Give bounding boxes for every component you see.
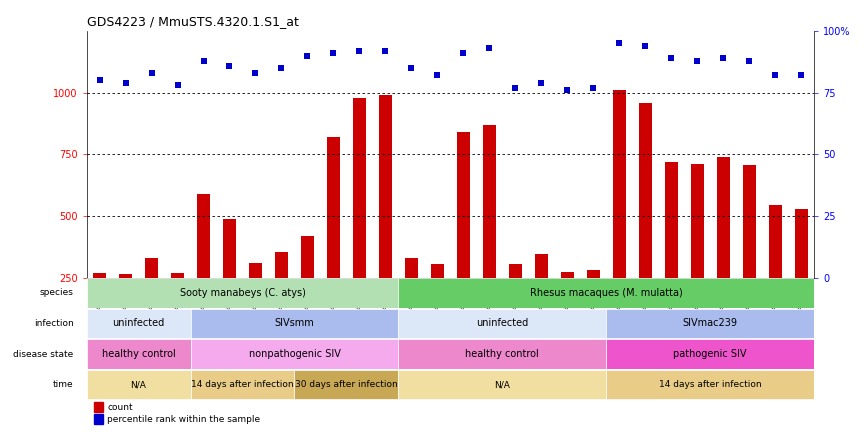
Text: species: species [40, 289, 74, 297]
Text: disease state: disease state [13, 349, 74, 358]
Bar [795, 209, 807, 278]
Bar [171, 273, 184, 278]
Text: uninfected: uninfected [113, 318, 165, 329]
Text: uninfected: uninfected [476, 318, 528, 329]
Bar [398, 370, 606, 399]
Bar [638, 103, 651, 278]
Text: N/A: N/A [131, 380, 146, 389]
Bar [223, 218, 236, 278]
Bar [606, 309, 814, 338]
Bar [483, 125, 495, 278]
Point [716, 55, 730, 62]
Text: SIVmac239: SIVmac239 [682, 318, 738, 329]
Point [768, 72, 782, 79]
Bar [398, 309, 606, 338]
Point [456, 50, 470, 57]
Bar [612, 90, 625, 278]
Bar [534, 254, 547, 278]
Bar [249, 263, 262, 278]
Bar [398, 278, 814, 308]
Bar [326, 137, 339, 278]
Bar [353, 98, 365, 278]
Bar [191, 309, 398, 338]
Bar [665, 162, 677, 278]
Bar [87, 309, 191, 338]
Bar [742, 166, 755, 278]
Point [171, 82, 184, 89]
Text: SIVsmm: SIVsmm [275, 318, 314, 329]
Bar [405, 258, 418, 278]
Text: infection: infection [34, 319, 74, 328]
Bar [769, 205, 781, 278]
Point [638, 42, 652, 49]
Text: 14 days after infection: 14 days after infection [659, 380, 761, 389]
Point [508, 84, 522, 91]
Bar [191, 370, 294, 399]
Point [612, 40, 626, 47]
Bar [94, 414, 104, 424]
Point [301, 52, 314, 59]
Bar [691, 164, 703, 278]
Bar [191, 339, 398, 369]
Bar [87, 278, 398, 308]
Point [197, 57, 210, 64]
Text: Sooty manabeys (C. atys): Sooty manabeys (C. atys) [179, 288, 306, 298]
Text: pathogenic SIV: pathogenic SIV [674, 349, 746, 359]
Point [352, 47, 366, 54]
Text: GDS4223 / MmuSTS.4320.1.S1_at: GDS4223 / MmuSTS.4320.1.S1_at [87, 16, 299, 28]
Text: healthy control: healthy control [101, 349, 176, 359]
Text: 30 days after infection: 30 days after infection [295, 380, 397, 389]
Text: Rhesus macaques (M. mulatta): Rhesus macaques (M. mulatta) [530, 288, 682, 298]
Point [586, 84, 600, 91]
Bar [197, 194, 210, 278]
Bar [508, 264, 521, 278]
Bar [120, 274, 132, 278]
Bar [87, 339, 191, 369]
Bar [398, 339, 606, 369]
Bar [560, 272, 573, 278]
Bar [301, 236, 313, 278]
Point [664, 55, 678, 62]
Text: 14 days after infection: 14 days after infection [191, 380, 294, 389]
Text: nonpathogenic SIV: nonpathogenic SIV [249, 349, 340, 359]
Bar [275, 252, 288, 278]
Point [223, 62, 236, 69]
Point [430, 72, 444, 79]
Text: time: time [53, 380, 74, 389]
Bar [606, 370, 814, 399]
Bar [87, 370, 191, 399]
Point [560, 87, 574, 94]
Point [145, 69, 158, 76]
Bar [294, 370, 398, 399]
Point [690, 57, 704, 64]
Point [404, 64, 418, 71]
Bar [94, 402, 104, 412]
Point [534, 79, 548, 87]
Bar [379, 95, 391, 278]
Bar [94, 273, 106, 278]
Point [482, 45, 496, 52]
Text: count: count [107, 403, 133, 412]
Bar [717, 157, 729, 278]
Point [742, 57, 756, 64]
Bar [457, 132, 469, 278]
Point [378, 47, 392, 54]
Bar [145, 258, 158, 278]
Text: healthy control: healthy control [465, 349, 540, 359]
Text: percentile rank within the sample: percentile rank within the sample [107, 415, 261, 424]
Point [275, 64, 288, 71]
Point [93, 77, 107, 84]
Point [249, 69, 262, 76]
Bar [586, 270, 599, 278]
Text: N/A: N/A [494, 380, 510, 389]
Point [326, 50, 340, 57]
Point [794, 72, 808, 79]
Bar [430, 264, 443, 278]
Bar [606, 339, 814, 369]
Point [119, 79, 132, 87]
